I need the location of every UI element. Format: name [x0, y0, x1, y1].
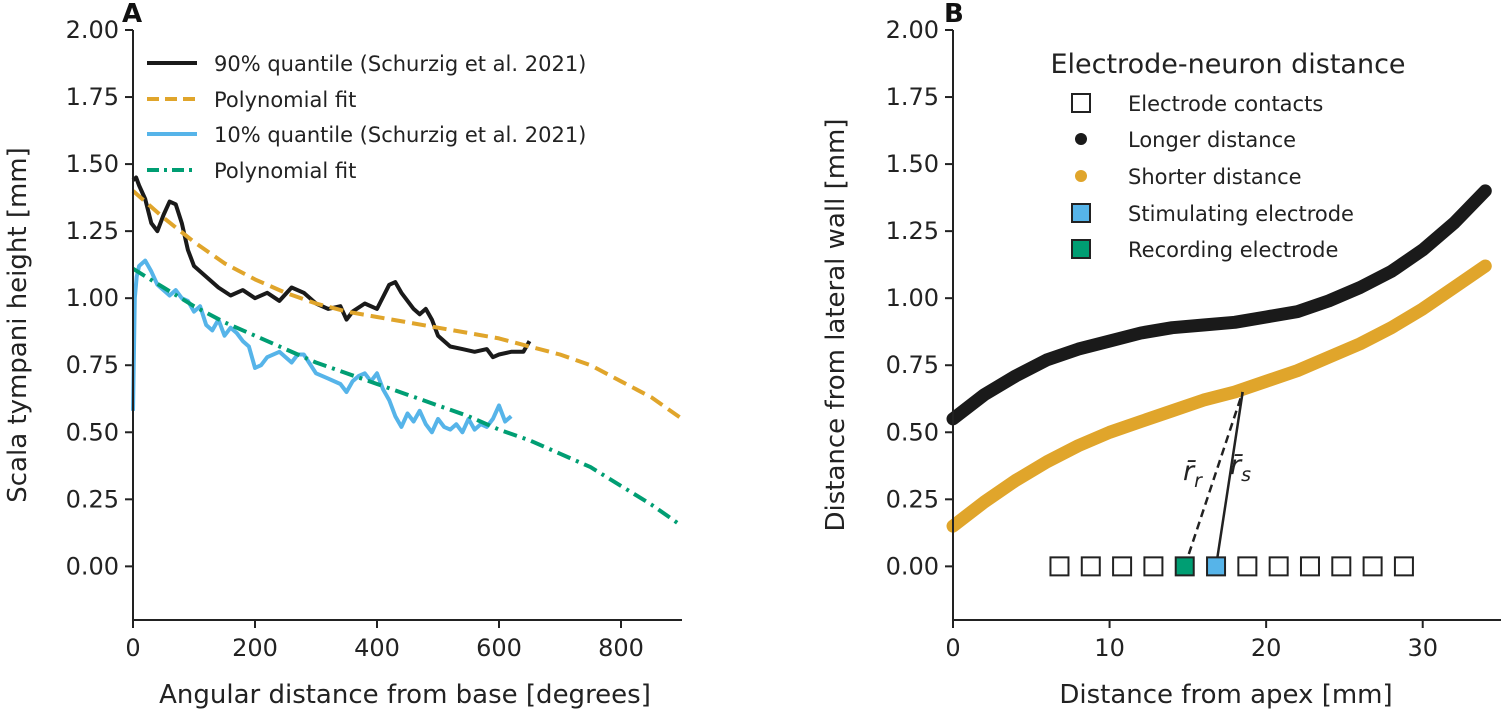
- y-tick-label: 1.50: [66, 150, 119, 178]
- x-tick-label: 200: [232, 634, 278, 662]
- series-line-polyfit-upper: [131, 189, 684, 421]
- x-tick-label: 800: [598, 634, 644, 662]
- x-tick-label: 20: [1251, 634, 1282, 662]
- panel-b-letter: B: [944, 0, 964, 29]
- panel-a-x-label: Angular distance from base [degrees]: [159, 680, 651, 710]
- panel-b-ticks: 0.00 0.25 0.50 0.75 1.00 1.25 1.50 1.75 2.00 0 10 2…: [886, 16, 1438, 662]
- legend-label-10-quantile: 10% quantile (Schurzig et al. 2021): [214, 123, 586, 147]
- legend-marker-stimulating-electrode: [1071, 203, 1091, 223]
- panel-b-annotations: r̄r r̄s: [1183, 391, 1251, 567]
- annotation-r-r-sub: r: [1194, 470, 1203, 492]
- x-tick-label: 0: [945, 634, 960, 662]
- x-tick-label: 0: [125, 634, 140, 662]
- electrode-contact: [1362, 556, 1383, 577]
- annotation-label-r-r: r̄r: [1183, 456, 1203, 492]
- panel-a-y-label: Scala tympani height [mm]: [3, 147, 33, 503]
- legend-marker-longer-distance: [1075, 133, 1087, 145]
- y-tick-label: 0.50: [886, 418, 939, 446]
- electrode-contact: [1393, 556, 1414, 577]
- y-tick-label: 1.75: [886, 83, 939, 111]
- y-tick-label: 1.00: [886, 284, 939, 312]
- y-tick-label: 1.25: [66, 217, 119, 245]
- y-tick-label: 0.00: [66, 552, 119, 580]
- panel-b: B 0.00 0.25 0.50 0.75 1.00 1.25 1.50 1.75 2.00 0 1…: [821, 0, 1501, 710]
- legend-title: Electrode-neuron distance: [1050, 49, 1405, 80]
- series-line-shorter-distance: [946, 259, 1492, 533]
- annotation-label-r-s: r̄s: [1230, 450, 1251, 486]
- panel-b-series: [946, 184, 1492, 533]
- panel-a-ticks: 0.00 0.25 0.50 0.75 1.00 1.25 1.50 1.75 2.00 0 200…: [66, 16, 644, 662]
- y-tick-label: 0.75: [66, 351, 119, 379]
- annotation-r-s-sub: s: [1241, 464, 1251, 486]
- electrode-contact: [1080, 556, 1101, 577]
- electrode-contact: [1112, 556, 1133, 577]
- electrode-contact: [1299, 556, 1320, 577]
- panel-a-legend: 90% quantile (Schurzig et al. 2021) Poly…: [147, 52, 586, 183]
- annotation-r-s-main: r̄: [1230, 450, 1244, 481]
- legend-label-polyfit-upper: Polynomial fit: [214, 88, 356, 112]
- panel-a-letter: A: [122, 0, 142, 29]
- legend-label-shorter-distance: Shorter distance: [1128, 165, 1302, 189]
- electrode-contact: [1331, 556, 1352, 577]
- panel-a: A 0.00 0.25 0.50 0.75 1.00 1.25 1.50 1.75 2.00 0 2…: [3, 0, 684, 710]
- panel-b-x-label: Distance from apex [mm]: [1059, 680, 1392, 710]
- legend-marker-shorter-distance: [1075, 170, 1087, 182]
- y-tick-label: 0.75: [886, 351, 939, 379]
- x-tick-label: 400: [354, 634, 400, 662]
- series-line-longer-distance: [946, 184, 1492, 426]
- y-tick-label: 0.25: [66, 485, 119, 513]
- electrode-contact-recording: [1174, 556, 1195, 577]
- panel-b-y-label: Distance from lateral wall [mm]: [821, 118, 851, 531]
- electrode-contact-stimulating: [1206, 556, 1227, 577]
- x-tick-label: 10: [1094, 634, 1125, 662]
- y-tick-label: 1.00: [66, 284, 119, 312]
- electrode-contact: [1268, 556, 1289, 577]
- y-tick-label: 1.75: [66, 83, 119, 111]
- electrode-contact: [1049, 556, 1070, 577]
- series-line-90-quantile: [131, 175, 532, 360]
- y-tick-label: 1.50: [886, 150, 939, 178]
- electrode-contact: [1237, 556, 1258, 577]
- legend-marker-electrode-contacts: [1071, 93, 1091, 113]
- x-tick-label: 600: [476, 634, 522, 662]
- electrode-contact: [1143, 556, 1164, 577]
- y-tick-label: 2.00: [886, 16, 939, 44]
- panel-b-electrode-contacts: [1049, 556, 1414, 577]
- y-tick-label: 0.50: [66, 418, 119, 446]
- legend-label-electrode-contacts: Electrode contacts: [1128, 92, 1323, 116]
- panel-a-series: [131, 175, 684, 528]
- y-tick-label: 1.25: [886, 217, 939, 245]
- annotation-line-r-s: [1214, 391, 1244, 567]
- annotation-r-r-main: r̄: [1183, 456, 1197, 487]
- y-tick-label: 0.00: [886, 552, 939, 580]
- x-tick-label: 30: [1407, 634, 1438, 662]
- legend-label-longer-distance: Longer distance: [1128, 128, 1296, 152]
- y-tick-label: 0.25: [886, 485, 939, 513]
- legend-marker-recording-electrode: [1071, 239, 1091, 259]
- panel-b-legend: Electrode-neuron distance Electrode cont…: [1050, 49, 1405, 262]
- y-tick-label: 2.00: [66, 16, 119, 44]
- legend-label-recording-electrode: Recording electrode: [1128, 238, 1338, 262]
- legend-label-polyfit-lower: Polynomial fit: [214, 159, 356, 183]
- legend-label-stimulating-electrode: Stimulating electrode: [1128, 202, 1354, 226]
- series-line-10-quantile: [131, 258, 513, 435]
- annotation-line-r-r: [1183, 391, 1244, 567]
- legend-label-90-quantile: 90% quantile (Schurzig et al. 2021): [214, 52, 586, 76]
- series-line-polyfit-lower: [131, 266, 684, 528]
